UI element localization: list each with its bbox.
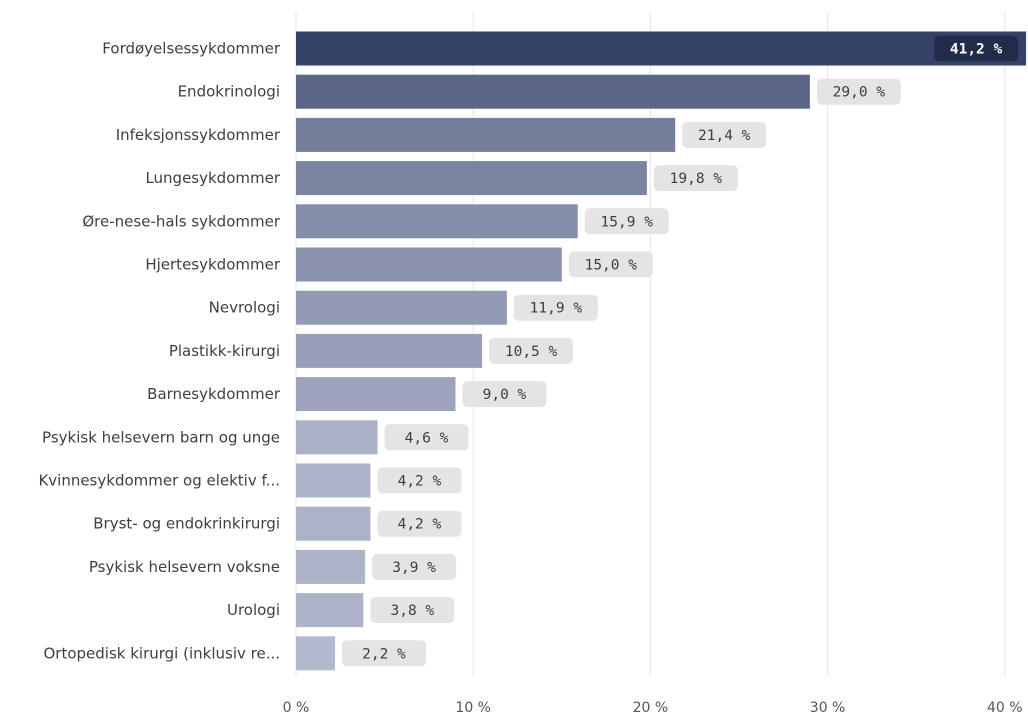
bar[interactable] [296, 74, 810, 109]
data-label: 4,2 % [398, 517, 442, 533]
category-label: Hjertesykdommer [145, 256, 280, 274]
bar[interactable] [296, 593, 364, 628]
data-label: 19,8 % [670, 171, 723, 187]
data-label-box [341, 640, 426, 667]
category-label: Plastikk-kirurgi [169, 342, 280, 360]
data-label: 2,2 % [362, 646, 406, 662]
category-label: Øre-nese-hals sykdommer [82, 212, 280, 230]
x-tick-label: 0 % [283, 700, 310, 716]
bar[interactable] [296, 636, 335, 671]
x-tick-label: 20 % [633, 700, 669, 716]
bar[interactable] [296, 161, 647, 196]
category-labels: Fordøyelsessykdommer Endokrinologi Infeksj… [38, 40, 280, 663]
data-label-box [384, 424, 469, 451]
bar[interactable] [296, 204, 578, 239]
category-label: Endokrinologi [178, 83, 280, 101]
category-label: Psykisk helsevern barn og unge [42, 428, 280, 446]
category-label: Psykisk helsevern voksne [89, 558, 280, 576]
bar[interactable] [296, 377, 456, 412]
x-axis-tick-labels: 0 % 10 % 20 % 30 % 40 % [283, 700, 1023, 716]
bar[interactable] [296, 333, 483, 368]
data-label-box [653, 165, 738, 192]
data-label: 9,0 % [483, 387, 527, 403]
data-label: 4,6 % [405, 430, 449, 446]
category-label: Fordøyelsessykdommer [102, 40, 281, 58]
bars [296, 31, 1027, 671]
category-label: Urologi [227, 601, 280, 619]
data-labels: 41,2 % 29,0 % 21,4 % 19,8 % 15,9 % 15,0 % 11,9… [341, 35, 1019, 667]
data-label: 15,9 % [601, 214, 654, 230]
data-label-box [372, 553, 457, 580]
data-label: 4,2 % [398, 474, 442, 490]
data-label: 3,8 % [391, 603, 435, 619]
data-label: 29,0 % [833, 85, 886, 101]
data-label-box [370, 597, 455, 624]
x-tick-label: 10 % [455, 700, 491, 716]
data-label: 21,4 % [698, 128, 751, 144]
data-label-box [489, 337, 574, 364]
data-label-box [934, 35, 1019, 62]
bar[interactable] [296, 463, 371, 498]
category-label: Ortopedisk kirurgi (inklusiv re... [43, 644, 280, 662]
data-label-box [584, 208, 669, 235]
data-label-box [682, 121, 767, 148]
category-label: Kvinnesykdommer og elektiv f... [38, 472, 280, 490]
data-label-box [568, 251, 653, 278]
category-label: Nevrologi [209, 299, 280, 317]
bar[interactable] [296, 290, 507, 325]
data-label-box [377, 467, 462, 494]
data-label: 15,0 % [585, 258, 638, 274]
bar[interactable] [296, 506, 371, 541]
bar[interactable] [296, 247, 562, 282]
category-label: Infeksjonssykdommer [116, 126, 281, 144]
x-tick-label: 30 % [810, 700, 846, 716]
bar[interactable] [296, 420, 378, 455]
bar[interactable] [296, 117, 676, 152]
data-label-box [816, 78, 901, 105]
data-label: 11,9 % [530, 301, 583, 317]
category-label: Bryst- og endokrinkirurgi [93, 515, 280, 533]
data-label-box [377, 510, 462, 537]
data-label: 10,5 % [505, 344, 558, 360]
data-label: 3,9 % [392, 560, 436, 576]
x-tick-label: 40 % [987, 700, 1023, 716]
bar[interactable] [296, 31, 1027, 66]
data-label: 41,2 % [950, 42, 1003, 58]
category-label: Barnesykdommer [147, 385, 281, 403]
category-label: Lungesykdommer [145, 169, 280, 187]
data-label-box [462, 381, 547, 408]
data-label-box [513, 294, 598, 321]
bar[interactable] [296, 549, 366, 584]
